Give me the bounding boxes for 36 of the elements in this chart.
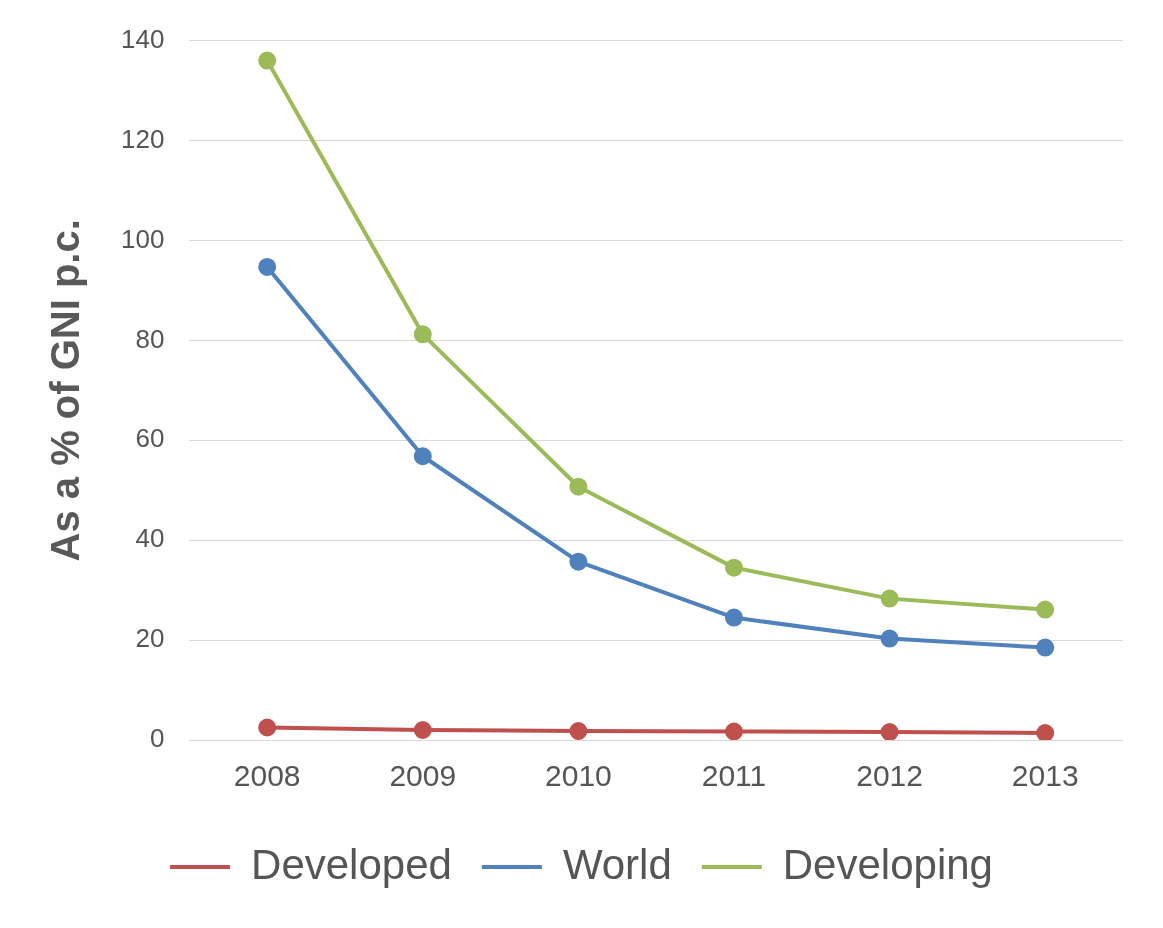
point — [413, 447, 432, 466]
point — [1036, 724, 1055, 740]
x-tick-label: 2008 — [233, 759, 301, 793]
point — [569, 722, 588, 740]
point — [1036, 600, 1055, 619]
point — [724, 558, 743, 577]
x-tick-label: 2011 — [701, 759, 767, 793]
point — [258, 51, 277, 70]
y-tick-label: 100 — [120, 223, 165, 254]
legend-label: Developed — [251, 840, 452, 888]
y-tick-label: 60 — [135, 423, 165, 454]
y-tick-label: 80 — [135, 323, 165, 354]
y-tick-label: 40 — [135, 523, 165, 554]
y-tick-label: 120 — [120, 123, 165, 154]
point — [724, 722, 743, 740]
point — [258, 257, 277, 276]
point — [1036, 638, 1055, 657]
y-axis-title: As a % of GNI p.c. — [43, 219, 88, 562]
x-tick-label: 2012 — [856, 759, 923, 793]
point — [413, 325, 432, 344]
x-tick-label: 2010 — [545, 759, 612, 793]
point — [880, 589, 899, 608]
legend-label: Developing — [782, 840, 993, 888]
point — [724, 608, 743, 627]
y-tick-label: 20 — [135, 623, 165, 654]
y-tick-label: 0 — [149, 723, 165, 754]
point — [569, 477, 588, 496]
y-tick-label: 140 — [120, 23, 165, 54]
point — [880, 723, 899, 740]
x-tick-label: 2009 — [389, 759, 457, 793]
point — [880, 629, 899, 648]
x-tick-label: 2013 — [1011, 759, 1079, 793]
point — [569, 552, 588, 571]
point — [413, 721, 432, 740]
point — [258, 718, 277, 737]
legend-label: World — [562, 840, 672, 888]
